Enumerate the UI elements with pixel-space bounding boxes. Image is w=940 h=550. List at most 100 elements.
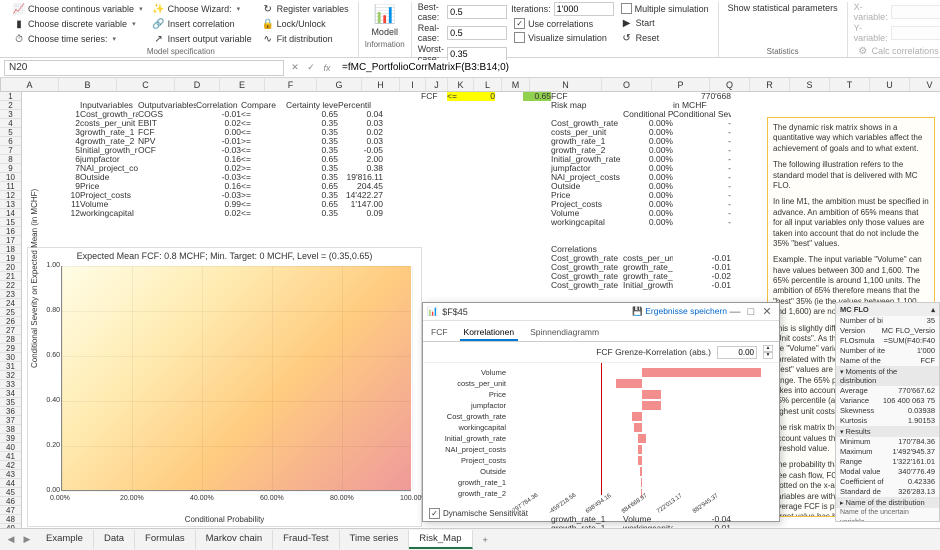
column-header[interactable]: N xyxy=(530,78,602,91)
cell[interactable]: Initial_growth_rate xyxy=(623,281,673,290)
cell[interactable]: - xyxy=(673,191,731,200)
cell[interactable]: 0.03 xyxy=(338,137,383,146)
cell[interactable]: <= xyxy=(241,209,286,218)
row-header[interactable]: 35 xyxy=(0,398,21,407)
cell[interactable]: 0.35 xyxy=(286,164,338,173)
cell[interactable]: 0.35 xyxy=(286,128,338,137)
row-header[interactable]: 2 xyxy=(0,101,21,110)
column-header[interactable]: S xyxy=(790,78,830,91)
cell[interactable]: 0.00 xyxy=(196,128,241,137)
cell[interactable] xyxy=(138,173,196,182)
cell[interactable]: 0.00% xyxy=(623,173,673,182)
cell[interactable]: -0.01 xyxy=(673,254,731,263)
cell[interactable]: <= xyxy=(241,200,286,209)
visualize-simulation-checkbox[interactable]: Visualize simulation xyxy=(511,31,614,44)
row-header[interactable]: 21 xyxy=(0,272,21,281)
cell[interactable]: 19'816.11 xyxy=(338,173,383,182)
row-header[interactable]: 39 xyxy=(0,434,21,443)
cell[interactable]: 8 xyxy=(22,173,80,182)
cell[interactable]: 5 xyxy=(22,146,80,155)
cell[interactable]: - xyxy=(673,200,731,209)
cell[interactable]: -0.01 xyxy=(673,281,731,290)
cell[interactable]: 0.00% xyxy=(623,128,673,137)
cell[interactable]: -0.03 xyxy=(196,173,241,182)
cell[interactable]: Certainty level xyxy=(286,101,338,110)
sheet-tab[interactable]: Fraud-Test xyxy=(273,530,339,549)
cell[interactable]: 0.65 xyxy=(286,110,338,119)
cell[interactable]: <= xyxy=(241,110,286,119)
cell[interactable]: - xyxy=(673,137,731,146)
cell[interactable]: workingcapital xyxy=(80,209,138,218)
cell[interactable]: Price xyxy=(80,182,138,191)
cell[interactable]: growth_rate_2 xyxy=(551,146,623,155)
cell[interactable]: 0.65 xyxy=(286,182,338,191)
cell[interactable]: 0.16 xyxy=(196,182,241,191)
cell[interactable]: -0.01 xyxy=(196,110,241,119)
cell[interactable]: 0.00% xyxy=(623,209,673,218)
cell[interactable]: growth_rate_2 xyxy=(623,272,673,281)
row-header[interactable]: 47 xyxy=(0,506,21,515)
row-header[interactable]: 34 xyxy=(0,389,21,398)
iterations-input[interactable] xyxy=(554,2,614,16)
reset-button[interactable]: ↺Reset xyxy=(618,31,712,45)
column-header[interactable]: Q xyxy=(710,78,750,91)
cell[interactable] xyxy=(138,182,196,191)
close-button[interactable]: ✕ xyxy=(759,305,775,318)
dialog-tab[interactable]: Korrelationen xyxy=(460,325,519,341)
column-header[interactable]: O xyxy=(602,78,652,91)
best-case-input[interactable] xyxy=(447,5,507,19)
maximize-button[interactable]: □ xyxy=(743,306,759,318)
cell[interactable]: 0.35 xyxy=(286,146,338,155)
cell[interactable]: -0.01 xyxy=(673,263,731,272)
cell[interactable]: FCF xyxy=(138,128,196,137)
correlation-limit-input[interactable] xyxy=(717,346,757,359)
row-header[interactable]: 28 xyxy=(0,335,21,344)
cell[interactable]: 204.45 xyxy=(338,182,383,191)
cell[interactable]: 770'668 xyxy=(673,92,731,101)
start-button[interactable]: ▶Start xyxy=(618,16,712,30)
cell[interactable]: Cost_growth_rate xyxy=(551,272,623,281)
row-header[interactable]: 40 xyxy=(0,443,21,452)
cell[interactable] xyxy=(138,155,196,164)
dialog-tab[interactable]: FCF xyxy=(427,325,452,341)
row-header[interactable]: 45 xyxy=(0,488,21,497)
sheet-tab[interactable]: Time series xyxy=(340,530,410,549)
cell[interactable]: NAI_project_costs xyxy=(80,164,138,173)
cell[interactable]: <= xyxy=(241,119,286,128)
column-header[interactable]: A xyxy=(1,78,59,91)
cell[interactable] xyxy=(138,191,196,200)
row-header[interactable]: 10 xyxy=(0,173,21,182)
cell[interactable]: 2.00 xyxy=(338,155,383,164)
cell[interactable]: Initial_growth_rate xyxy=(551,155,623,164)
cell[interactable]: 0.00% xyxy=(623,137,673,146)
cell[interactable]: 0.35 xyxy=(286,173,338,182)
cell[interactable]: - xyxy=(673,182,731,191)
row-header[interactable]: 3 xyxy=(0,110,21,119)
cell[interactable]: - xyxy=(673,146,731,155)
cell[interactable]: 0.00% xyxy=(623,200,673,209)
cell[interactable]: 14'422.27 xyxy=(338,191,383,200)
cell[interactable]: FCF xyxy=(421,92,447,101)
cell[interactable]: Cost_growth_rate xyxy=(551,281,623,290)
cell[interactable]: Conditional Probability xyxy=(623,110,673,119)
cell[interactable] xyxy=(138,209,196,218)
column-header[interactable]: G xyxy=(317,78,362,91)
choose-discrete-variable[interactable]: ▮Choose discrete variable xyxy=(10,17,146,31)
cell[interactable]: -0.03 xyxy=(196,191,241,200)
row-header[interactable]: 42 xyxy=(0,461,21,470)
column-header[interactable]: V xyxy=(910,78,940,91)
cells[interactable]: Expected Mean FCF: 0.8 MCHF; Min. Target… xyxy=(22,92,940,528)
formula-input[interactable] xyxy=(338,60,936,76)
cell[interactable]: 0.00% xyxy=(623,146,673,155)
row-header[interactable]: 25 xyxy=(0,308,21,317)
cell[interactable]: <= xyxy=(241,155,286,164)
row-header[interactable]: 9 xyxy=(0,164,21,173)
cell[interactable]: Cost_growth_rate xyxy=(551,254,623,263)
row-header[interactable]: 41 xyxy=(0,452,21,461)
cell[interactable]: in MCHF xyxy=(673,101,731,110)
cell[interactable]: Project_costs xyxy=(551,200,623,209)
cell[interactable]: OCF xyxy=(138,146,196,155)
cell[interactable]: - xyxy=(673,128,731,137)
insert-correlation[interactable]: 🔗Insert correlation xyxy=(150,17,255,31)
cell[interactable]: 0.00% xyxy=(623,119,673,128)
